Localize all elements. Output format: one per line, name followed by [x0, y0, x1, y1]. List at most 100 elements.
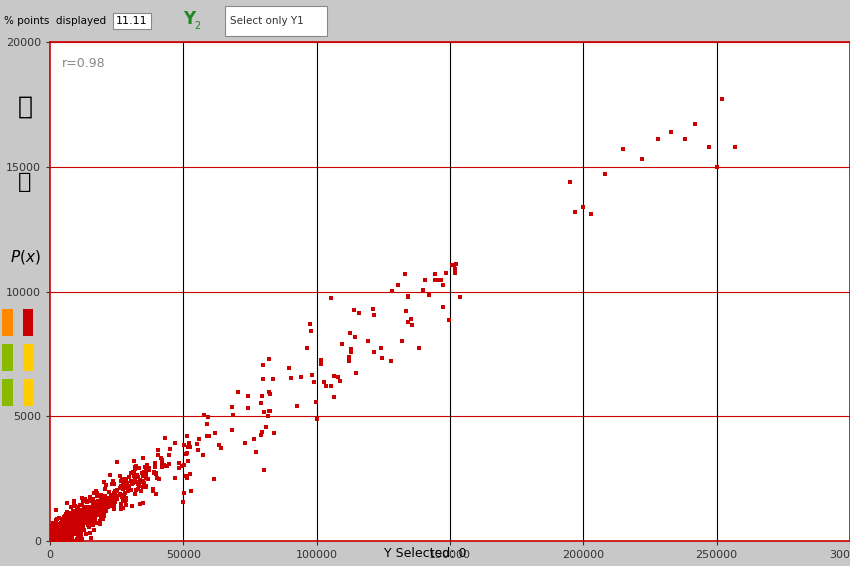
Point: [86, 509, 99, 518]
Point: [46, 522, 60, 531]
Point: [281, 363, 295, 372]
Point: [52, 536, 65, 545]
Point: [63, 533, 76, 542]
Point: [58, 511, 71, 520]
Point: [80, 498, 94, 507]
Point: [67, 516, 81, 525]
Point: [72, 518, 86, 528]
Point: [57, 528, 71, 537]
Point: [48, 525, 62, 534]
Point: [53, 513, 66, 522]
Point: [109, 492, 122, 501]
Point: [48, 537, 62, 546]
Point: [300, 343, 314, 352]
Point: [173, 458, 186, 468]
Point: [63, 520, 76, 529]
Point: [119, 496, 133, 505]
Point: [76, 516, 90, 525]
Point: [66, 524, 80, 533]
Point: [48, 535, 61, 544]
Text: Select only Y1: Select only Y1: [230, 16, 303, 26]
Point: [47, 530, 60, 539]
Point: [81, 515, 94, 524]
Point: [67, 526, 81, 535]
Point: [139, 483, 153, 492]
Point: [50, 523, 64, 532]
Point: [142, 464, 156, 473]
Point: [69, 522, 82, 531]
Point: [598, 170, 611, 179]
Point: [51, 514, 65, 523]
Text: 2: 2: [194, 21, 200, 31]
Text: Y: Y: [183, 10, 195, 28]
Point: [201, 431, 215, 440]
Point: [49, 522, 63, 531]
Point: [67, 527, 81, 536]
Point: [53, 537, 66, 546]
Point: [146, 484, 160, 494]
Point: [44, 537, 58, 546]
Point: [96, 514, 110, 524]
Point: [318, 378, 332, 387]
Point: [105, 499, 119, 508]
Point: [76, 513, 89, 522]
Point: [66, 513, 80, 522]
Point: [48, 537, 62, 546]
Point: [96, 510, 110, 519]
Point: [95, 509, 109, 518]
Point: [76, 521, 90, 530]
Point: [91, 518, 105, 528]
Point: [46, 529, 60, 538]
Point: [44, 533, 58, 542]
Point: [122, 486, 135, 495]
Point: [59, 526, 72, 535]
Point: [65, 524, 79, 533]
Point: [46, 537, 60, 546]
Point: [43, 537, 57, 546]
Point: [69, 537, 82, 546]
Point: [129, 486, 143, 495]
Point: [94, 494, 108, 503]
Point: [57, 524, 71, 533]
Point: [63, 528, 76, 537]
Point: [50, 537, 64, 546]
Point: [106, 476, 120, 485]
Point: [54, 537, 68, 546]
Point: [103, 494, 116, 503]
Point: [89, 508, 103, 517]
Point: [50, 520, 64, 529]
Point: [127, 457, 140, 466]
Point: [52, 528, 65, 537]
Point: [44, 537, 58, 546]
Point: [73, 526, 87, 535]
Point: [53, 535, 66, 544]
Point: [291, 401, 304, 410]
Point: [69, 507, 82, 516]
Point: [47, 536, 60, 545]
Point: [180, 473, 194, 482]
Point: [50, 525, 64, 534]
Point: [54, 530, 68, 539]
Point: [180, 432, 194, 441]
Point: [66, 519, 80, 528]
Point: [47, 524, 60, 533]
Point: [50, 533, 64, 542]
Point: [44, 537, 58, 546]
Point: [62, 516, 76, 525]
Point: [96, 502, 110, 511]
Point: [44, 528, 58, 537]
Point: [60, 527, 74, 536]
Point: [52, 526, 65, 535]
Point: [63, 526, 76, 535]
Point: [50, 520, 64, 529]
Point: [53, 537, 66, 546]
Point: [65, 517, 79, 526]
Point: [102, 488, 116, 497]
Point: [60, 525, 74, 534]
Point: [44, 534, 58, 543]
Point: [56, 537, 70, 546]
Point: [57, 520, 71, 529]
Point: [48, 522, 62, 531]
Point: [71, 509, 84, 518]
Point: [87, 500, 100, 509]
